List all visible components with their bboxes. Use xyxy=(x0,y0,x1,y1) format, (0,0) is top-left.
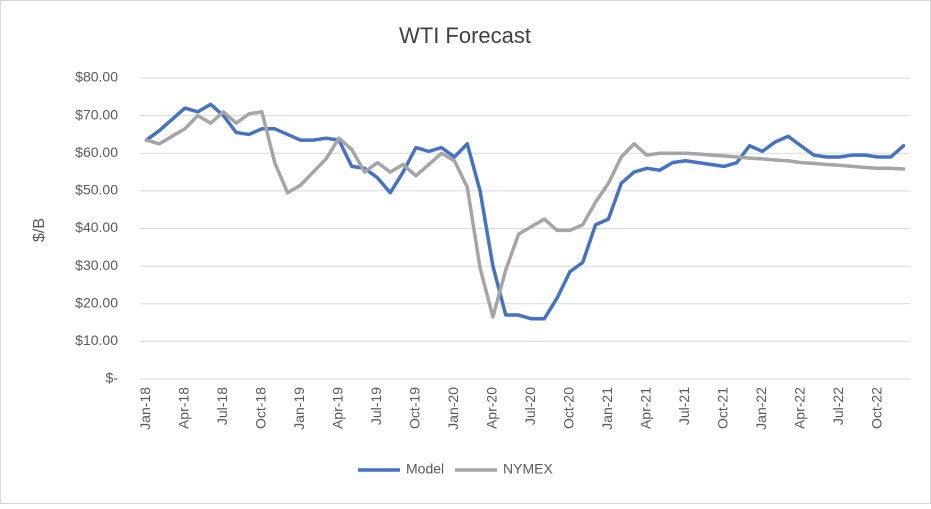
x-tick-label: Apr-18 xyxy=(176,387,192,429)
x-tick-label: Jan-19 xyxy=(291,387,307,430)
x-tick-label: Apr-21 xyxy=(638,387,654,429)
x-tick-label: Jul-20 xyxy=(522,387,538,425)
x-tick-label: Oct-19 xyxy=(407,387,423,429)
y-tick-label: $30.00 xyxy=(75,257,118,273)
y-tick-label: $50.00 xyxy=(75,182,118,198)
data-line xyxy=(144,102,906,321)
y-tick-label: $40.00 xyxy=(75,219,118,235)
x-tick-label: Jul-21 xyxy=(676,387,692,425)
x-tick-label: Apr-20 xyxy=(484,387,500,429)
x-tick-label: Oct-18 xyxy=(253,387,269,429)
x-tick-label: Apr-19 xyxy=(330,387,346,429)
legend-label: NYMEX xyxy=(503,461,553,477)
x-tick-label: Jan-20 xyxy=(445,387,461,430)
x-tick-label: Jan-22 xyxy=(753,387,769,430)
y-tick-label: $70.00 xyxy=(75,106,118,122)
x-tick-label: Oct-22 xyxy=(869,387,885,429)
y-tick-label: $60.00 xyxy=(75,144,118,160)
x-tick-label: Oct-20 xyxy=(561,387,577,429)
x-tick-label: Jan-21 xyxy=(599,387,615,430)
y-tick-label: $- xyxy=(106,370,119,386)
y-tick-label: $10.00 xyxy=(75,332,118,348)
x-tick-label: Jul-18 xyxy=(214,387,230,425)
x-tick-label: Apr-22 xyxy=(792,387,808,429)
x-tick-label: Oct-21 xyxy=(715,387,731,429)
x-tick-label: Jul-19 xyxy=(368,387,384,425)
data-line xyxy=(144,110,906,319)
x-tick-label: Jul-22 xyxy=(830,387,846,425)
y-axis-label: $/B xyxy=(31,218,48,242)
y-tick-label: $20.00 xyxy=(75,294,118,310)
x-tick-label: Jan-18 xyxy=(137,387,153,430)
y-tick-label: $80.00 xyxy=(75,69,118,85)
legend-label: Model xyxy=(406,461,444,477)
chart-title: WTI Forecast xyxy=(399,23,531,48)
